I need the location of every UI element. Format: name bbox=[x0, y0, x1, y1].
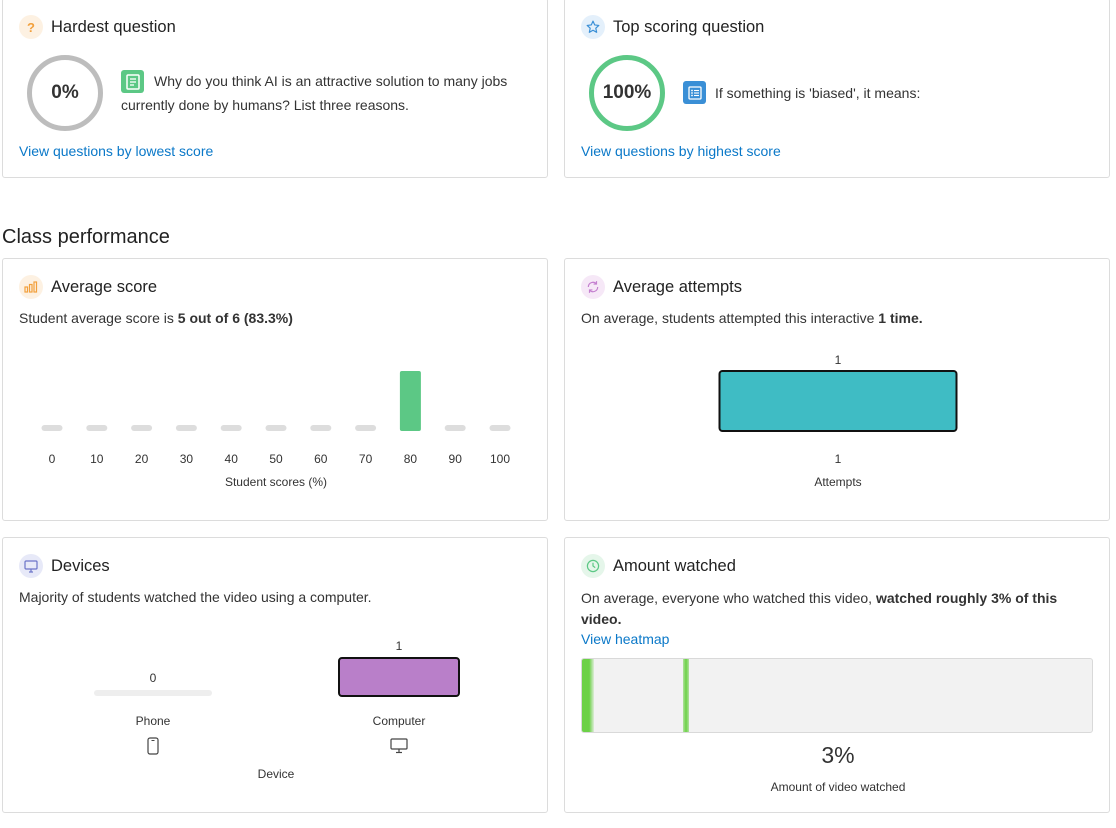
clock-icon bbox=[581, 554, 605, 578]
heatmap-start-marker bbox=[582, 659, 594, 732]
view-lowest-score-link[interactable]: View questions by lowest score bbox=[19, 143, 214, 159]
x-tick-label: 20 bbox=[135, 452, 149, 466]
computer-icon bbox=[390, 738, 408, 754]
score-bar-40 bbox=[220, 425, 242, 431]
phone-icon bbox=[147, 737, 159, 755]
x-tick-label: 40 bbox=[225, 452, 239, 466]
x-tick-label: 50 bbox=[269, 452, 283, 466]
score-bar-80 bbox=[399, 371, 421, 431]
x-tick-label: Phone bbox=[136, 714, 171, 728]
score-bar-20 bbox=[131, 425, 153, 431]
score-bar-50 bbox=[265, 425, 287, 431]
refresh-icon bbox=[581, 275, 605, 299]
x-axis-label: Attempts bbox=[814, 475, 862, 489]
score-percent: 0% bbox=[51, 82, 79, 103]
question-text: Why do you think AI is an attractive sol… bbox=[121, 73, 508, 113]
amount-watched-title: Amount watched bbox=[581, 554, 736, 578]
score-distribution-chart: 0 10 20 30 40 50 60 70 80 90 100 bbox=[41, 371, 511, 466]
data-label: 1 bbox=[396, 639, 403, 653]
view-heatmap-link[interactable]: View heatmap bbox=[581, 631, 670, 647]
score-ring: 100% bbox=[589, 55, 665, 131]
average-attempts-summary: On average, students attempted this inte… bbox=[581, 310, 923, 326]
heatmap-watched-marker bbox=[683, 659, 689, 732]
x-tick-label: 80 bbox=[404, 452, 418, 466]
watch-heatmap bbox=[581, 658, 1093, 733]
device-bar-phone bbox=[94, 690, 212, 696]
score-bar-100 bbox=[489, 425, 511, 431]
amount-watched-caption: Amount of video watched bbox=[770, 780, 906, 794]
x-tick-label: 0 bbox=[49, 452, 56, 466]
class-performance-heading: Class performance bbox=[2, 226, 170, 248]
attempts-bar-1 bbox=[718, 370, 958, 432]
x-axis-label: Device bbox=[257, 767, 295, 781]
score-ring: 0% bbox=[27, 55, 103, 131]
view-highest-score-link[interactable]: View questions by highest score bbox=[581, 143, 781, 159]
question-text: If something is 'biased', it means: bbox=[715, 85, 921, 101]
top-scoring-question-title: Top scoring question bbox=[581, 15, 764, 39]
x-tick-label: 30 bbox=[180, 452, 194, 466]
x-tick-label: 1 bbox=[835, 452, 842, 466]
average-score-card: Average score Student average score is 5… bbox=[2, 258, 548, 521]
list-icon bbox=[683, 81, 706, 104]
score-bar-10 bbox=[86, 425, 108, 431]
score-bar-30 bbox=[175, 425, 197, 431]
amount-watched-summary: On average, everyone who watched this vi… bbox=[581, 590, 1058, 627]
x-tick-label: 60 bbox=[314, 452, 328, 466]
top-scoring-question-card: Top scoring question 100% If something i… bbox=[564, 0, 1110, 178]
score-percent: 100% bbox=[602, 82, 652, 103]
average-score-value: 5 out of 6 (83.3%) bbox=[177, 310, 293, 326]
amount-watched-value: watched roughly 3% of this video. bbox=[581, 590, 1058, 627]
question-mark-icon: ? bbox=[19, 15, 43, 39]
data-label: 0 bbox=[150, 671, 157, 685]
devices-card: Devices Majority of students watched the… bbox=[2, 537, 548, 813]
x-tick-label: 90 bbox=[449, 452, 463, 466]
attempts-chart: 11 bbox=[718, 353, 958, 466]
average-attempts-card: Average attempts On average, students at… bbox=[564, 258, 1110, 521]
score-bar-70 bbox=[355, 425, 377, 431]
bar-chart-icon bbox=[19, 275, 43, 299]
hardest-question-card: ? Hardest question 0% Why do you think A… bbox=[2, 0, 548, 178]
x-axis-label: Student scores (%) bbox=[224, 475, 328, 489]
x-tick-label: Computer bbox=[373, 714, 426, 728]
star-icon bbox=[581, 15, 605, 39]
devices-chart: 0 Phone 1 Computer bbox=[94, 639, 460, 755]
device-bar-computer bbox=[338, 657, 460, 697]
x-tick-label: 10 bbox=[90, 452, 104, 466]
amount-watched-percent: 3% bbox=[821, 742, 855, 768]
average-score-title: Average score bbox=[19, 275, 157, 299]
hardest-question-title: ? Hardest question bbox=[19, 15, 176, 39]
average-attempts-value: 1 time. bbox=[878, 310, 923, 326]
devices-title: Devices bbox=[19, 554, 110, 578]
devices-summary: Majority of students watched the video u… bbox=[19, 589, 372, 605]
document-icon bbox=[121, 70, 144, 93]
monitor-icon bbox=[19, 554, 43, 578]
x-tick-label: 100 bbox=[490, 452, 510, 466]
score-bar-0 bbox=[41, 425, 63, 431]
average-score-summary: Student average score is 5 out of 6 (83.… bbox=[19, 310, 293, 326]
score-bar-60 bbox=[310, 425, 332, 431]
average-attempts-title: Average attempts bbox=[581, 275, 742, 299]
data-label: 1 bbox=[835, 353, 842, 367]
score-bar-90 bbox=[444, 425, 466, 431]
x-tick-label: 70 bbox=[359, 452, 373, 466]
amount-watched-card: Amount watched On average, everyone who … bbox=[564, 537, 1110, 813]
